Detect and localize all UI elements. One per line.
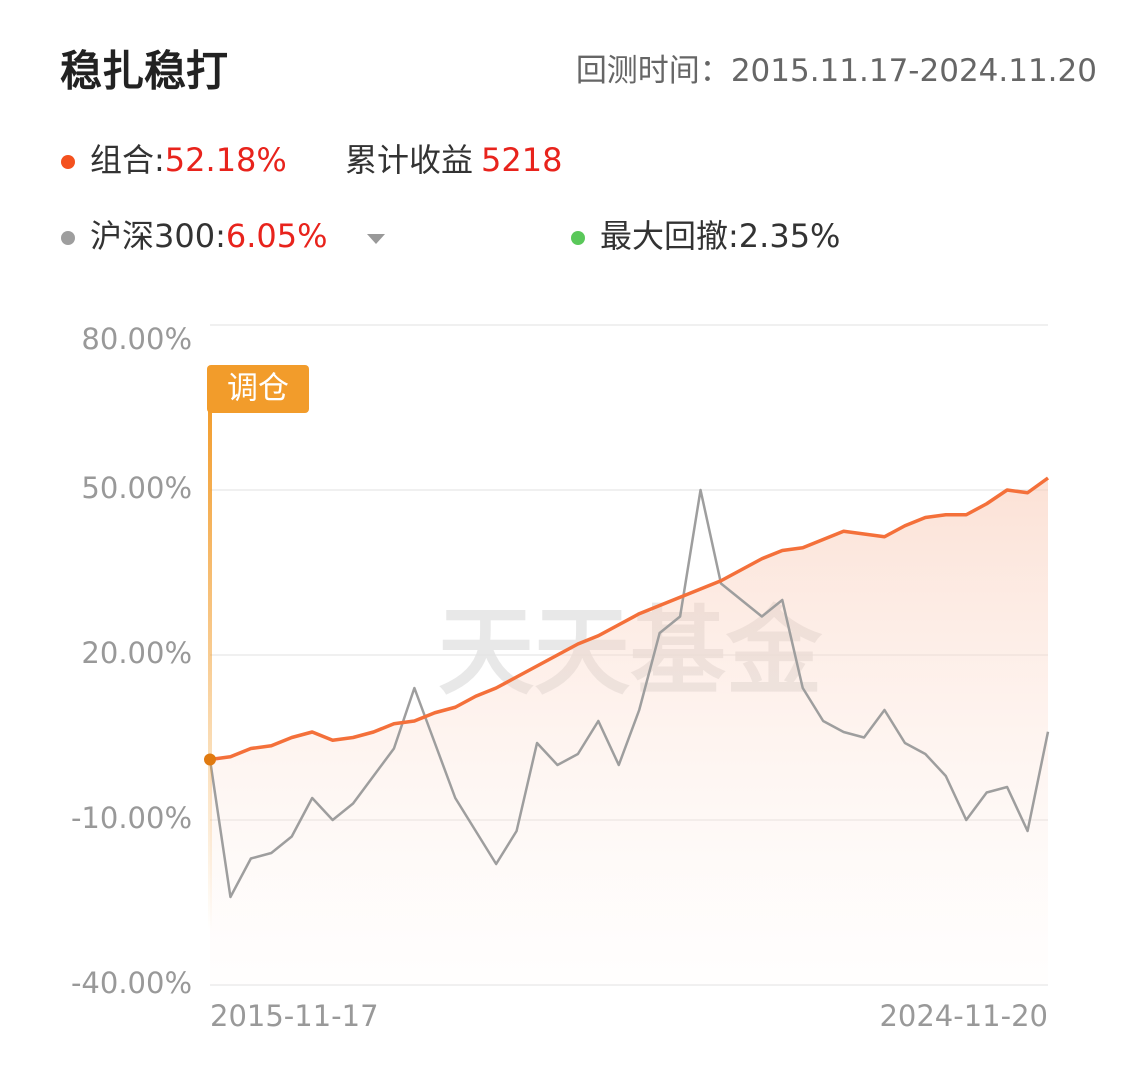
portfolio-area: [210, 478, 1048, 985]
rebalance-label: 调仓: [227, 371, 289, 407]
legend-dot: [61, 231, 75, 245]
legend-value: 52.18%: [165, 141, 287, 179]
cumulative-value: 5218: [481, 141, 562, 179]
dropdown-arrow[interactable]: [367, 234, 385, 244]
start-point: [204, 753, 216, 766]
series-line: [209, 476, 1050, 762]
period-value: 2015.11.17-2024.11.20: [731, 53, 1097, 89]
y-tick-label: -40.00%: [71, 966, 192, 1000]
cumulative: 累计收益 5218: [345, 141, 562, 179]
x-tick-label: 2015-11-17: [210, 999, 379, 1033]
legend-label: 沪深300:: [90, 217, 226, 255]
drawdown-value: 2.35%: [739, 217, 841, 255]
y-tick-label: 20.00%: [81, 636, 192, 670]
plot: -40.00%-10.00%20.00%50.00%80.00%天天基金2015…: [71, 322, 1050, 1033]
y-tick-label: 80.00%: [81, 322, 192, 356]
legend-value: 6.05%: [226, 217, 328, 255]
y-tick-label: 50.00%: [81, 471, 192, 505]
legend-dot: [61, 155, 75, 169]
title: 稳扎稳打: [60, 47, 228, 96]
series-line: [208, 488, 1050, 899]
legend-entry: 沪深300:6.05%: [90, 217, 328, 255]
cumulative-label: 累计收益: [345, 141, 473, 179]
drawdown: 最大回撤:2.35%: [600, 217, 840, 255]
rebalance-line: [208, 400, 212, 930]
drawdown-label: 最大回撤:: [600, 217, 739, 255]
drawdown-dot: [571, 231, 585, 245]
period-label: 回测时间：: [576, 53, 731, 89]
legend-label: 组合:: [90, 141, 165, 179]
rebalance-badge: [207, 365, 309, 413]
x-tick-label: 2024-11-20: [879, 999, 1048, 1033]
y-tick-label: -10.00%: [71, 801, 192, 835]
legend-entry: 组合:52.18%: [90, 141, 287, 179]
period: 回测时间：2015.11.17-2024.11.20: [576, 53, 1097, 89]
